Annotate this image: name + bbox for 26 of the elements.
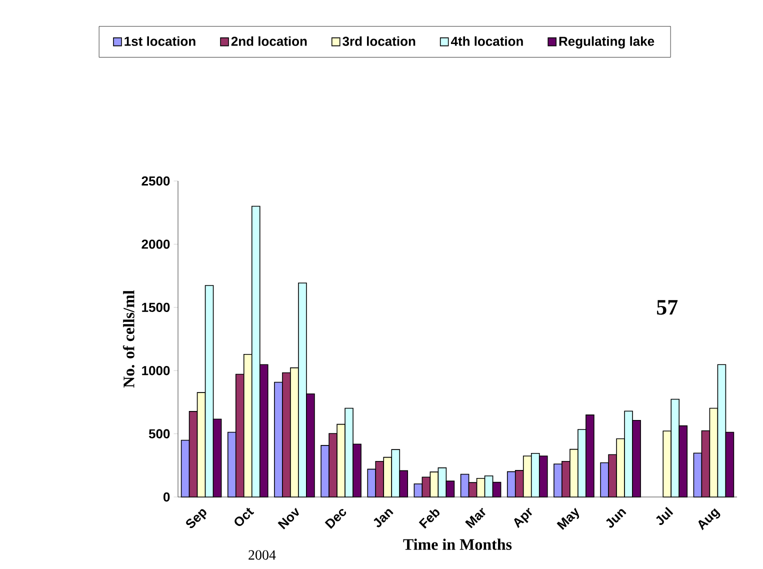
x-tick-label: Feb	[418, 509, 440, 529]
x-axis-title: Time in Months	[403, 538, 512, 550]
y-tick-label: 1000	[142, 366, 170, 376]
x-tick-label: Dec	[324, 509, 346, 529]
text: 2004	[248, 550, 276, 560]
y-tick-label: 500	[148, 429, 170, 438]
x-tick-label: Jul	[656, 506, 674, 526]
x-tick-label: Mar	[465, 508, 486, 528]
x-tick-label: Jan	[374, 509, 394, 528]
y-tick-label: 0	[163, 492, 170, 502]
y-axis-title: No. of cells/ml	[122, 290, 134, 388]
y-tick-label: 2000	[142, 240, 170, 249]
x-tick-label: Jun	[606, 509, 626, 528]
x-tick-label: Sep	[186, 509, 206, 528]
x-tick-label: Aug	[698, 508, 720, 530]
y-tick-label: 1500	[142, 302, 170, 312]
x-tick-label: Nov	[278, 508, 299, 530]
legend-label: Regulating lake	[559, 36, 654, 49]
legend-label: 1st location	[124, 36, 196, 46]
legend-label: 4th location	[450, 36, 523, 46]
legend-label: 2nd location	[231, 36, 307, 46]
x-tick-label: Apr	[514, 508, 532, 528]
legend-label: 3rd location	[342, 36, 416, 46]
x-tick-label: Oct	[234, 508, 254, 526]
y-tick-label: 2500	[142, 176, 170, 186]
annotation: 57	[657, 300, 678, 315]
